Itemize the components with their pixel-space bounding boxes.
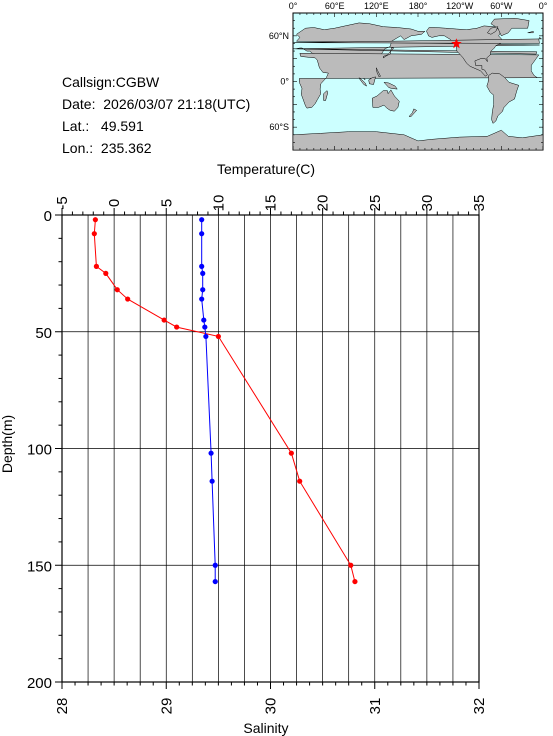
temperature-data-point [348, 562, 354, 568]
map-lon-label: 0° [539, 1, 548, 11]
salinity-data-point [202, 324, 208, 330]
temperature-data-point [161, 317, 167, 323]
lon-label: Lon.: [62, 140, 94, 156]
temperature-data-point [352, 578, 358, 585]
map-lat-label: 60°N [269, 31, 289, 41]
temperature-data-point [297, 478, 303, 484]
star-icon [451, 38, 462, 49]
depth-tick-label: 100 [27, 442, 52, 459]
temperature-tick-label: 30 [419, 195, 436, 212]
callsign-label: Callsign: [62, 74, 116, 90]
salinity-data-point [212, 578, 218, 585]
map-lon-label: 180° [409, 1, 428, 11]
salinity-axis-title: Salinity [243, 720, 288, 736]
land-samerica [486, 72, 520, 124]
temperature-data-point [125, 296, 131, 302]
land-newguinea [383, 81, 398, 90]
land-borneo [368, 76, 376, 85]
map-lon-label: 60°W [490, 1, 513, 11]
station-info: Callsign:CGBW Date: 2026/03/07 21:18(UTC… [62, 71, 250, 159]
series-layer [91, 217, 358, 585]
temperature-data-point [92, 217, 98, 223]
map-lon-label: 120°W [446, 1, 474, 11]
depth-ticks: 0 50 100 150 200 [27, 208, 62, 692]
chart-grid [61, 214, 480, 683]
temperature-tick-label: 5 [158, 199, 175, 207]
land-uk [293, 36, 543, 44]
salinity-tick-label: 28 [54, 698, 71, 715]
land-madagascar [323, 90, 328, 101]
lat-line: Lat.: 49.591 [62, 115, 250, 137]
salinity-data-point [201, 317, 207, 323]
date-line: Date: 2026/03/07 21:18(UTC) [62, 93, 250, 115]
temperature-data-point [91, 231, 97, 237]
salinity-data-point [199, 217, 205, 223]
callsign-value: CGBW [115, 74, 160, 90]
salinity-data-point [199, 263, 205, 269]
lon-line: Lon.: 235.362 [62, 137, 250, 159]
temperature-tick-label: 25 [367, 195, 384, 212]
map-lon-labels: 0° 60°E 120°E 180° 120°W 60°W 0° [289, 1, 548, 11]
temperature-data-point [215, 333, 221, 340]
land-philippines [376, 67, 381, 78]
salinity-data-point [203, 333, 209, 340]
map-lon-label: 120°E [364, 1, 389, 11]
temperature-data-point [288, 450, 294, 456]
salinity-tick-label: 29 [158, 698, 175, 715]
land-australia [371, 89, 400, 112]
salinity-data-point [212, 562, 218, 568]
temperature-profile-line [93, 219, 356, 582]
temperature-tick-label: 35 [471, 195, 488, 212]
callsign-line: Callsign:CGBW [62, 71, 250, 93]
salinity-tick-label: 31 [367, 698, 384, 715]
depth-tick-label: 150 [27, 558, 52, 575]
temperature-data-point [93, 263, 100, 269]
salinity-tick-label: 30 [263, 698, 280, 715]
map-lon-label: 0° [289, 1, 298, 11]
temperature-data-point [114, 287, 120, 293]
map-lon-label: 60°E [325, 1, 345, 11]
temperature-ticks: -5 0 5 10 15 20 25 30 35 [54, 195, 488, 215]
depth-tick-label: 200 [27, 675, 52, 692]
temperature-axis-title: Temperature(C) [217, 161, 315, 177]
land-newzealand [408, 108, 418, 117]
salinity-data-point [199, 231, 205, 237]
map-lat-label: 60°S [269, 122, 289, 132]
salinity-data-point [200, 287, 206, 293]
temperature-tick-label: 20 [315, 195, 332, 212]
land-baffin [487, 26, 499, 35]
salinity-ticks: 28 29 30 31 32 [54, 682, 488, 714]
depth-tick-label: 50 [35, 325, 52, 342]
salinity-data-point [199, 296, 205, 302]
temperature-tick-label: 10 [210, 195, 227, 212]
land-sumatra [358, 76, 368, 87]
salinity-tick-label: 32 [471, 698, 488, 715]
salinity-data-point [208, 450, 214, 456]
date-value: 2026/03/07 21:18(UTC) [103, 96, 251, 112]
salinity-data-point [209, 478, 215, 484]
lat-value: 49.591 [100, 118, 144, 134]
temperature-data-point [174, 324, 180, 330]
land-iceland [527, 30, 534, 34]
temperature-data-point [103, 270, 109, 276]
map-land [292, 18, 544, 151]
lon-value: 235.362 [100, 140, 152, 156]
lat-label: Lat.: [62, 118, 90, 134]
map-lat-label: 0° [280, 77, 289, 87]
temperature-tick-label: 0 [106, 199, 123, 207]
temperature-tick-label: 15 [263, 195, 280, 212]
salinity-data-point [200, 270, 206, 276]
date-label: Date: [62, 96, 96, 112]
depth-tick-label: 0 [44, 208, 52, 225]
depth-axis-title: Depth(m) [0, 415, 15, 473]
map-frame-ticks [292, 13, 544, 150]
map-lat-labels: 60°N 0° 60°S [269, 31, 290, 132]
temperature-tick-label: -5 [54, 196, 71, 209]
land-greenland [490, 18, 530, 37]
land-japan [383, 46, 395, 59]
